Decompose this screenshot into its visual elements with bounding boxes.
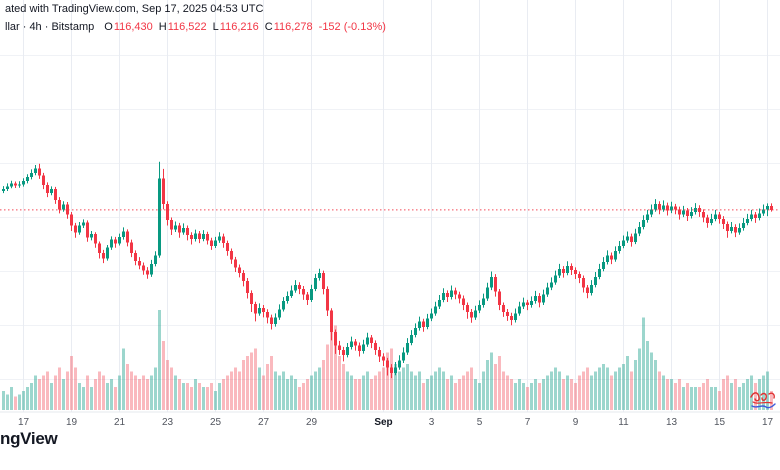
open-label: O bbox=[104, 21, 113, 33]
close-value: 116,278 bbox=[273, 21, 313, 33]
time-axis-label: 21 bbox=[113, 417, 126, 428]
open-value: 116,430 bbox=[113, 21, 153, 33]
time-axis-label: 25 bbox=[209, 417, 222, 428]
time-axis-label: 23 bbox=[161, 417, 174, 428]
low-value: 116,216 bbox=[219, 21, 259, 33]
watermark-scribble bbox=[750, 392, 776, 409]
low-label: L bbox=[212, 21, 219, 33]
high-value: 116,522 bbox=[167, 21, 207, 33]
time-axis-label: 9 bbox=[572, 417, 579, 428]
time-axis-label: 15 bbox=[713, 417, 726, 428]
close-label: C bbox=[264, 21, 273, 33]
time-axis-label: 11 bbox=[618, 417, 629, 428]
time-axis-label: 7 bbox=[524, 417, 531, 428]
symbol-legend[interactable]: llar · 4h · Bitstamp O116,430 H116,522 L116… bbox=[5, 21, 386, 33]
time-axis-label: 29 bbox=[305, 417, 318, 428]
time-axis-label: 27 bbox=[257, 417, 270, 428]
time-axis-label: 5 bbox=[476, 417, 483, 428]
time-axis-label: 17 bbox=[17, 417, 30, 428]
time-axis-label: 17 bbox=[761, 417, 774, 428]
time-axis-label: Sep bbox=[374, 417, 393, 428]
time-axis-label: 3 bbox=[428, 417, 435, 428]
attribution-text: ated with TradingView.com, Sep 17, 2025 … bbox=[5, 3, 264, 15]
symbol-description: llar · 4h · Bitstamp bbox=[5, 21, 95, 33]
tradingview-logo[interactable]: ngView bbox=[0, 429, 58, 448]
time-axis-label: 19 bbox=[65, 417, 78, 428]
time-axis[interactable]: 17 19 21 23 25 27 29 Sep 3 5 7 9 11 13 15 17 bbox=[0, 414, 780, 434]
time-axis-label: 13 bbox=[665, 417, 678, 428]
high-label: H bbox=[158, 21, 167, 33]
change-value: -152 (-0.13%) bbox=[318, 21, 386, 33]
